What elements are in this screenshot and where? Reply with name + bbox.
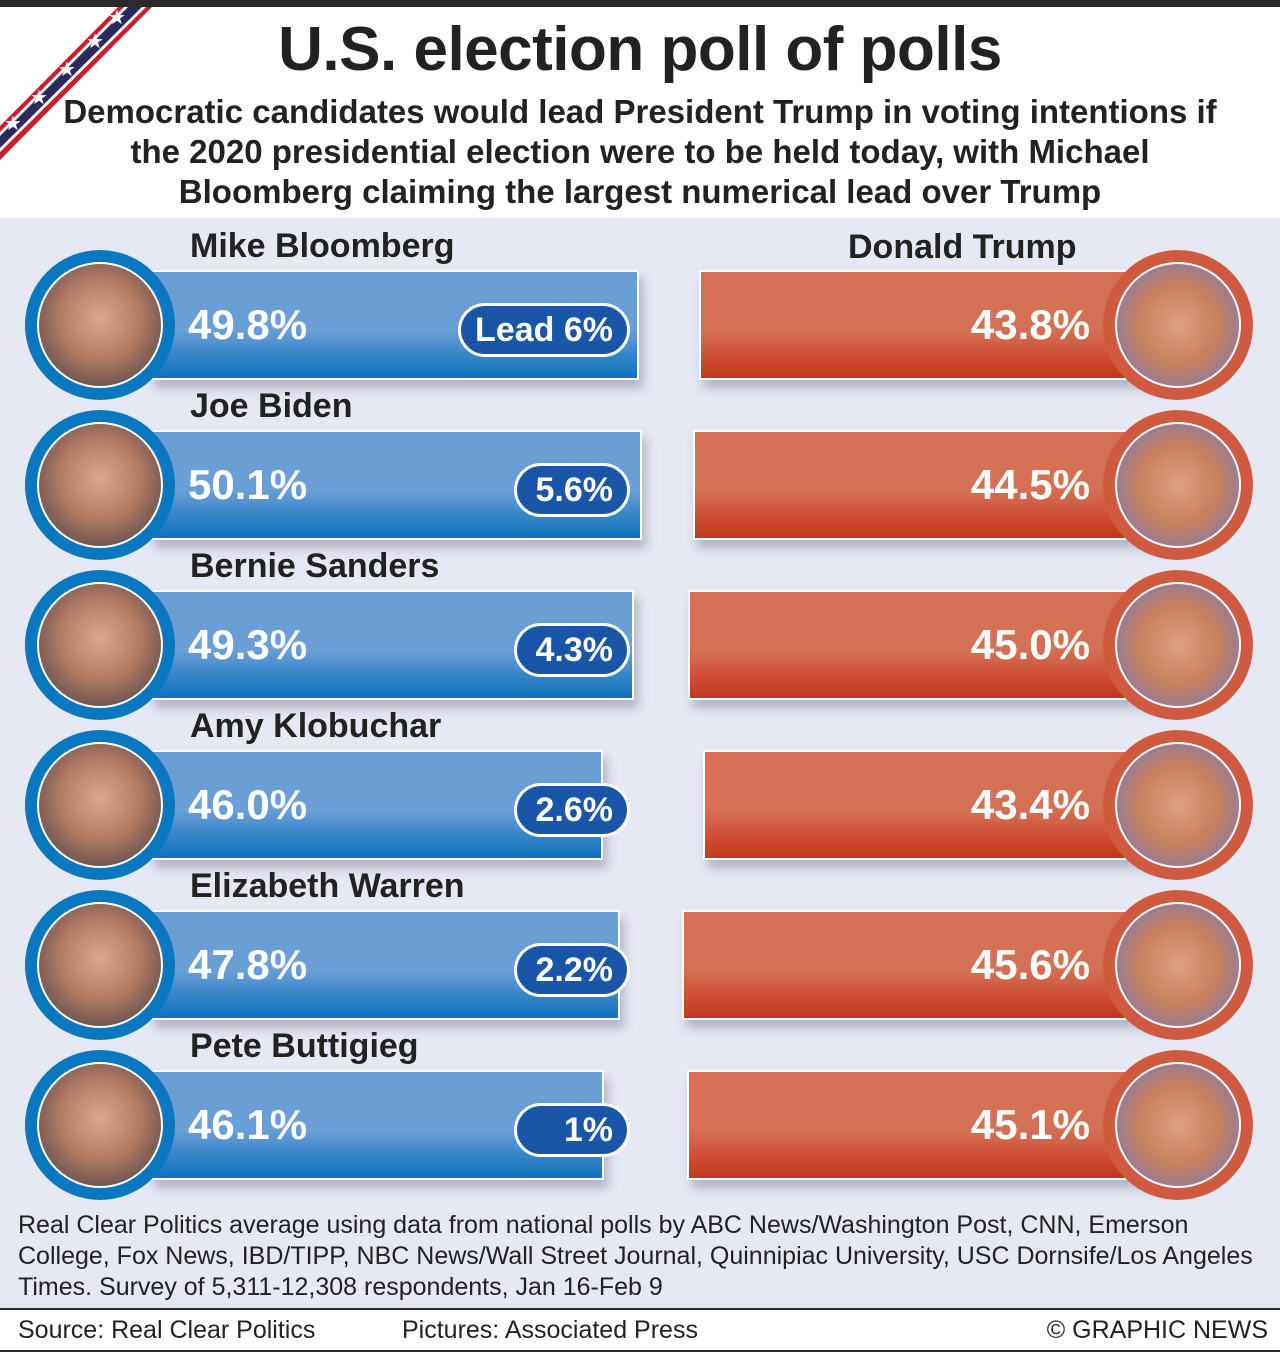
publisher-credit: © GRAPHIC NEWS bbox=[1046, 1316, 1268, 1344]
candidate-name: Joe Biden bbox=[190, 387, 353, 425]
trump-value-label: 43.8% bbox=[970, 301, 1090, 348]
face-photo-icon bbox=[1115, 1062, 1241, 1188]
trump-value-label: 43.4% bbox=[970, 781, 1090, 828]
svg-text:★: ★ bbox=[4, 111, 22, 135]
trump-bar bbox=[703, 750, 1180, 860]
democrat-value-label: 49.3% bbox=[188, 621, 308, 668]
svg-text:★: ★ bbox=[30, 85, 48, 109]
candidate-portrait bbox=[25, 890, 175, 1040]
candidate-portrait bbox=[25, 250, 175, 400]
trump-value-label: 45.0% bbox=[970, 621, 1090, 668]
trump-portrait bbox=[1103, 1050, 1253, 1200]
democrat-value-label: 50.1% bbox=[188, 461, 308, 508]
opponent-name: Donald Trump bbox=[848, 228, 1077, 266]
candidate-portrait bbox=[25, 1050, 175, 1200]
face-photo-icon bbox=[37, 262, 163, 388]
candidate-name: Mike Bloomberg bbox=[190, 227, 455, 265]
face-photo-icon bbox=[37, 582, 163, 708]
lead-badge: 2.2% bbox=[514, 943, 630, 997]
trump-portrait bbox=[1103, 730, 1253, 880]
trump-bar bbox=[692, 430, 1180, 540]
face-photo-icon bbox=[1115, 262, 1241, 388]
trump-bar bbox=[687, 590, 1180, 700]
candidate-portrait bbox=[25, 570, 175, 720]
candidate-name: Bernie Sanders bbox=[190, 547, 440, 585]
lead-badge: 4.3% bbox=[514, 623, 630, 677]
face-photo-icon bbox=[37, 1062, 163, 1188]
trump-bar bbox=[682, 910, 1180, 1020]
trump-value-label: 44.5% bbox=[970, 461, 1090, 508]
trump-portrait bbox=[1103, 570, 1253, 720]
trump-value-label: 45.6% bbox=[970, 941, 1090, 988]
trump-bar bbox=[686, 1070, 1180, 1180]
candidate-name: Elizabeth Warren bbox=[190, 867, 465, 905]
footer: Source: Real Clear Politics Pictures: As… bbox=[0, 1308, 1280, 1352]
face-photo-icon bbox=[1115, 902, 1241, 1028]
flag-ribbon-icon: ★★★★★ bbox=[0, 5, 152, 160]
candidate-portrait bbox=[25, 730, 175, 880]
lead-badge: 5.6% bbox=[514, 463, 630, 517]
trump-bar bbox=[699, 270, 1180, 380]
top-rule bbox=[0, 0, 1280, 7]
candidate-portrait bbox=[25, 410, 175, 560]
democrat-value-label: 47.8% bbox=[188, 941, 308, 988]
face-photo-icon bbox=[37, 422, 163, 548]
candidate-name: Amy Klobuchar bbox=[190, 707, 442, 745]
trump-portrait bbox=[1103, 410, 1253, 560]
svg-text:★: ★ bbox=[86, 29, 104, 53]
democrat-value-label: 49.8% bbox=[188, 301, 308, 348]
trump-value-label: 45.1% bbox=[970, 1101, 1090, 1148]
trump-portrait bbox=[1103, 890, 1253, 1040]
democrat-bar bbox=[150, 590, 635, 700]
source-credit: Source: Real Clear Politics bbox=[18, 1316, 316, 1344]
title: U.S. election poll of polls bbox=[278, 15, 1002, 84]
pictures-credit: Pictures: Associated Press bbox=[402, 1316, 698, 1344]
face-photo-icon bbox=[1115, 582, 1241, 708]
lead-badge: Lead 6% bbox=[458, 303, 630, 357]
subtitle: Democratic candidates would lead Preside… bbox=[63, 93, 1217, 210]
lead-badge: 2.6% bbox=[514, 783, 630, 837]
democrat-value-label: 46.0% bbox=[188, 781, 308, 828]
face-photo-icon bbox=[1115, 742, 1241, 868]
democrat-value-label: 46.1% bbox=[188, 1101, 308, 1148]
methodology-note: Real Clear Politics average using data f… bbox=[18, 1211, 1253, 1301]
trump-portrait bbox=[1103, 250, 1253, 400]
candidate-name: Pete Buttigieg bbox=[190, 1027, 419, 1065]
svg-text:★: ★ bbox=[58, 57, 76, 81]
face-photo-icon bbox=[1115, 422, 1241, 548]
face-photo-icon bbox=[37, 742, 163, 868]
lead-badge: 1% bbox=[514, 1103, 630, 1157]
face-photo-icon bbox=[37, 902, 163, 1028]
svg-text:★: ★ bbox=[108, 5, 126, 29]
